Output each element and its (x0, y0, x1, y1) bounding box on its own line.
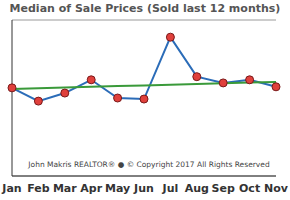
svg-text:Feb: Feb (27, 182, 50, 195)
svg-text:Mar: Mar (53, 182, 77, 195)
svg-text:May: May (105, 182, 130, 195)
svg-text:Apr: Apr (80, 182, 102, 195)
svg-text:Aug: Aug (185, 182, 209, 195)
svg-text:Nov: Nov (264, 182, 282, 195)
html-text:Median of Sale Prices (Sold la: Median of Sale Prices (Sold last 12 mont… (9, 2, 281, 15)
svg-text:Jan: Jan (8, 182, 22, 195)
svg-text:Oct: Oct (239, 182, 260, 195)
svg-text:Sep: Sep (212, 182, 235, 195)
html-text:John Makris REALTOR® ● © Copyr: John Makris REALTOR® ● © Copyright 2017 … (28, 160, 270, 169)
svg-text:Jul: Jul (162, 182, 179, 195)
svg-text:Jun: Jun (133, 182, 154, 195)
